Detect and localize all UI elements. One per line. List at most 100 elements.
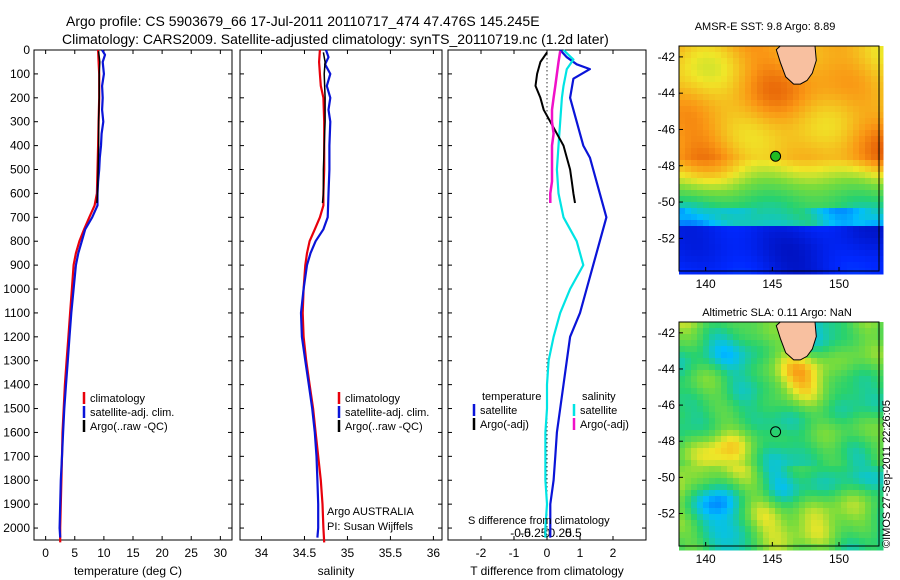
- map-cell: [781, 238, 788, 245]
- map-cell: [697, 364, 704, 371]
- map-cell: [751, 496, 758, 503]
- map-cell: [679, 538, 686, 545]
- map-cell: [697, 130, 704, 137]
- map-cell: [835, 202, 842, 209]
- map-cell: [853, 334, 860, 341]
- map-cell: [757, 124, 764, 131]
- map-cell: [769, 70, 776, 77]
- map-cell: [703, 166, 710, 173]
- map-cell: [823, 148, 830, 155]
- map-cell: [871, 238, 878, 245]
- map-cell: [787, 202, 794, 209]
- map-cell: [817, 448, 824, 455]
- map-cell: [691, 322, 698, 329]
- map-cell: [835, 106, 842, 113]
- map-lat-label: -44: [658, 362, 676, 376]
- map-cell: [763, 256, 770, 263]
- map-cell: [703, 400, 710, 407]
- map-cell: [757, 442, 764, 449]
- map-cell: [847, 538, 854, 545]
- map-cell: [865, 340, 872, 347]
- map-cell: [835, 448, 842, 455]
- map-cell: [733, 94, 740, 101]
- map-cell: [727, 262, 734, 269]
- map-cell: [733, 454, 740, 461]
- map-cell: [757, 382, 764, 389]
- map-cell: [757, 256, 764, 263]
- map-cell: [805, 220, 812, 227]
- map-cell: [721, 220, 728, 227]
- map-cell: [715, 118, 722, 125]
- map-cell: [877, 196, 884, 203]
- map-cell: [769, 448, 776, 455]
- map-cell: [745, 388, 752, 395]
- map-cell: [835, 430, 842, 437]
- map-cell: [781, 118, 788, 125]
- map-cell: [715, 76, 722, 83]
- map-cell: [679, 484, 686, 491]
- map-cell: [715, 502, 722, 509]
- map-cell: [691, 136, 698, 143]
- map-cell: [721, 358, 728, 365]
- map-cell: [733, 220, 740, 227]
- map-cell: [823, 250, 830, 257]
- map-cell: [793, 538, 800, 545]
- map-cell: [733, 376, 740, 383]
- map-cell: [781, 124, 788, 131]
- map-cell: [721, 82, 728, 89]
- map-cell: [853, 190, 860, 197]
- map-cell: [865, 382, 872, 389]
- map-cell: [721, 208, 728, 215]
- map-cell: [817, 220, 824, 227]
- map-cell: [799, 82, 806, 89]
- map-cell: [691, 364, 698, 371]
- map-cell: [817, 376, 824, 383]
- map-cell: [697, 256, 704, 263]
- map-cell: [715, 244, 722, 251]
- map-cell: [835, 52, 842, 59]
- map-cell: [685, 466, 692, 473]
- map-cell: [721, 346, 728, 353]
- map-cell: [733, 202, 740, 209]
- map-cell: [745, 322, 752, 329]
- map-cell: [745, 448, 752, 455]
- map-cell: [721, 466, 728, 473]
- map-cell: [823, 94, 830, 101]
- map-cell: [799, 484, 806, 491]
- map-cell: [853, 244, 860, 251]
- map-cell: [751, 502, 758, 509]
- map-cell: [751, 346, 758, 353]
- map-cell: [799, 256, 806, 263]
- map-cell: [763, 58, 770, 65]
- map-cell: [679, 340, 686, 347]
- map-cell: [751, 172, 758, 179]
- map-cell: [799, 406, 806, 413]
- map-cell: [733, 214, 740, 221]
- map-cell: [853, 448, 860, 455]
- map-cell: [823, 142, 830, 149]
- map-cell: [853, 118, 860, 125]
- map-cell: [877, 256, 884, 263]
- map-cell: [865, 88, 872, 95]
- map-cell: [733, 52, 740, 59]
- map-cell: [709, 220, 716, 227]
- legend-label-argo: Argo(..raw -QC): [345, 421, 423, 433]
- map-cell: [847, 478, 854, 485]
- map-cell: [847, 352, 854, 359]
- map-cell: [871, 520, 878, 527]
- x-tick-label: 1: [577, 546, 584, 560]
- map-cell: [877, 394, 884, 401]
- map-cell: [853, 214, 860, 221]
- depth-tick-label: 900: [10, 258, 30, 272]
- map-cell: [751, 124, 758, 131]
- map-cell: [769, 406, 776, 413]
- map-cell: [847, 160, 854, 167]
- map-cell: [787, 508, 794, 515]
- map-cell: [817, 406, 824, 413]
- series-line: [301, 49, 326, 543]
- map-cell: [805, 538, 812, 545]
- map-cell: [757, 358, 764, 365]
- map-cell: [871, 400, 878, 407]
- map-cell: [715, 478, 722, 485]
- map-cell: [769, 424, 776, 431]
